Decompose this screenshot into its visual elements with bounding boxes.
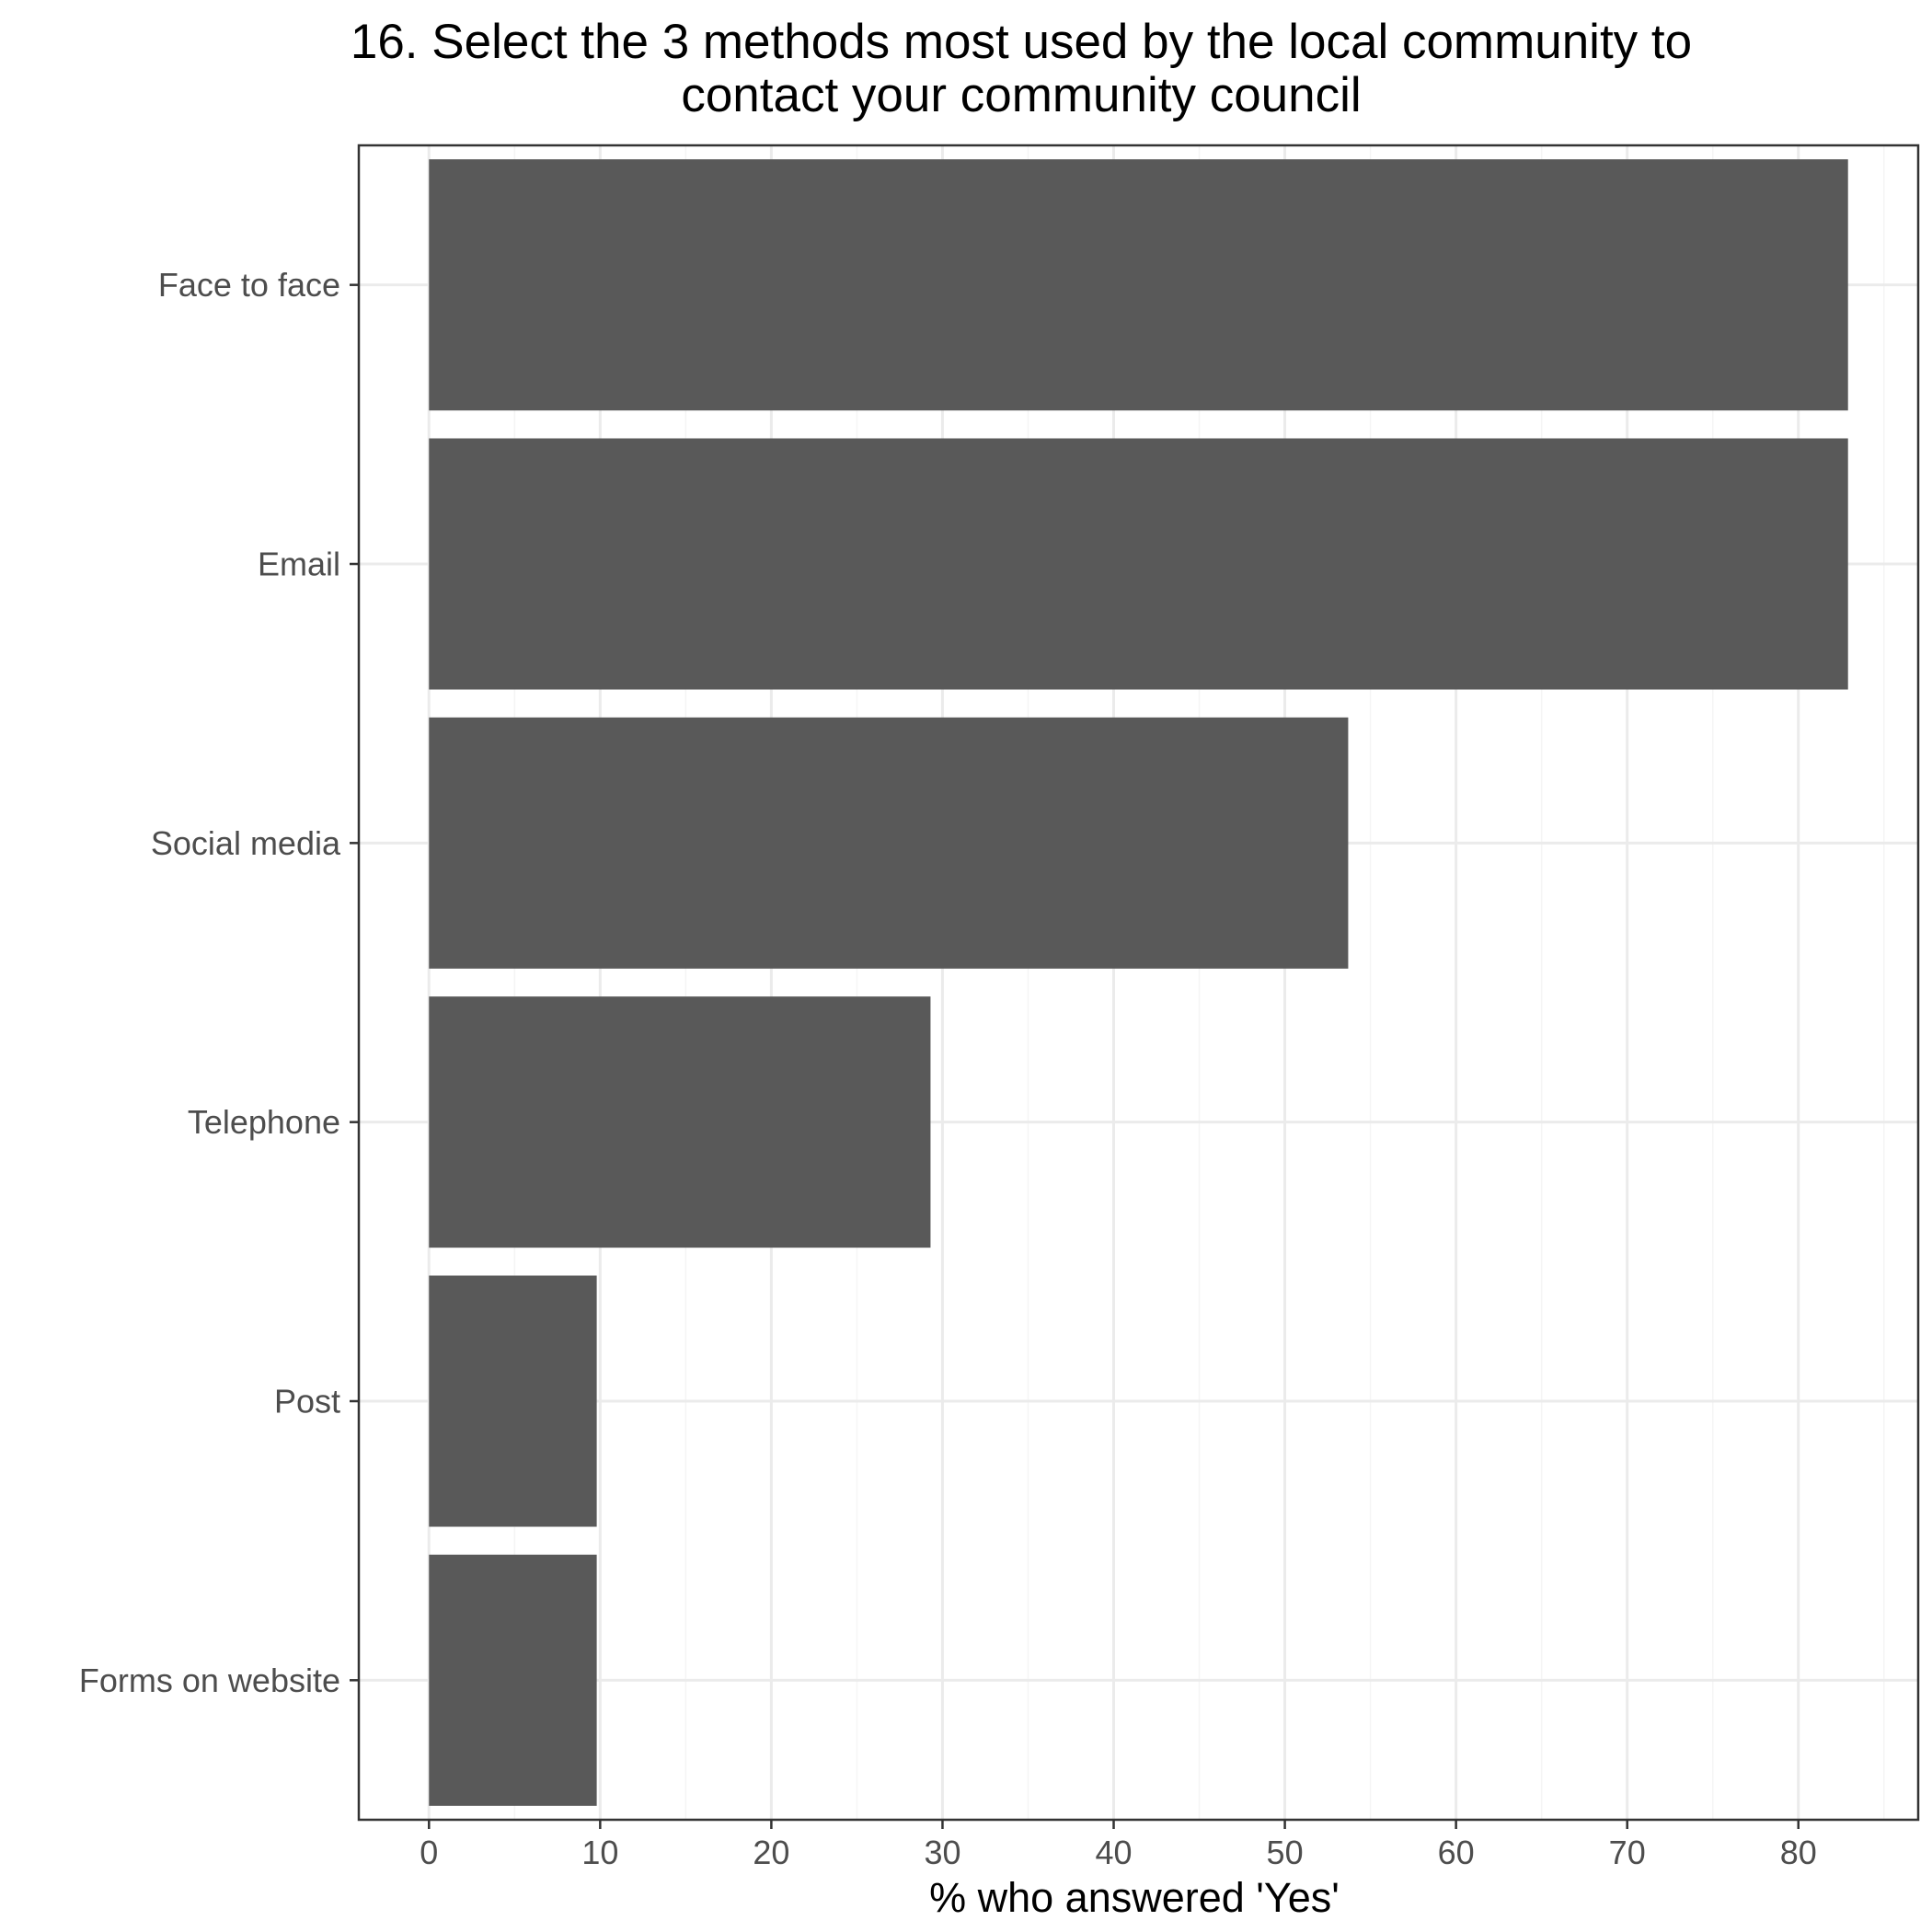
bars <box>429 159 1848 1806</box>
x-tick-label: 0 <box>420 1834 438 1871</box>
bar <box>429 159 1848 411</box>
bar <box>429 717 1349 969</box>
y-tick-label: Telephone <box>188 1103 340 1141</box>
axes: Face to face Email Social media Telephone Po… <box>79 266 1817 1871</box>
x-axis-title: % who answered 'Yes' <box>929 1874 1340 1921</box>
bar <box>429 1275 597 1527</box>
panel-border <box>357 144 1920 1822</box>
x-tick-label: 10 <box>581 1834 618 1871</box>
chart-title-line-2: contact your community council <box>681 68 1361 122</box>
x-tick-label: 40 <box>1095 1834 1132 1871</box>
bar <box>429 996 931 1248</box>
x-tick-label: 30 <box>924 1834 960 1871</box>
x-tick-label: 20 <box>753 1834 789 1871</box>
x-tick-label: 80 <box>1780 1834 1817 1871</box>
x-tick-label: 60 <box>1438 1834 1475 1871</box>
y-tick-label: Face to face <box>158 266 340 304</box>
x-tick-label: 70 <box>1609 1834 1646 1871</box>
x-tick-label: 50 <box>1267 1834 1304 1871</box>
y-tick-label: Email <box>258 546 340 583</box>
chart-title-line-1: 16. Select the 3 methods most used by th… <box>351 15 1692 69</box>
y-tick-label: Social media <box>151 824 341 862</box>
bar <box>429 438 1848 690</box>
y-tick-label: Post <box>274 1383 340 1420</box>
bar <box>429 1554 597 1806</box>
y-tick-label: Forms on website <box>79 1662 340 1699</box>
